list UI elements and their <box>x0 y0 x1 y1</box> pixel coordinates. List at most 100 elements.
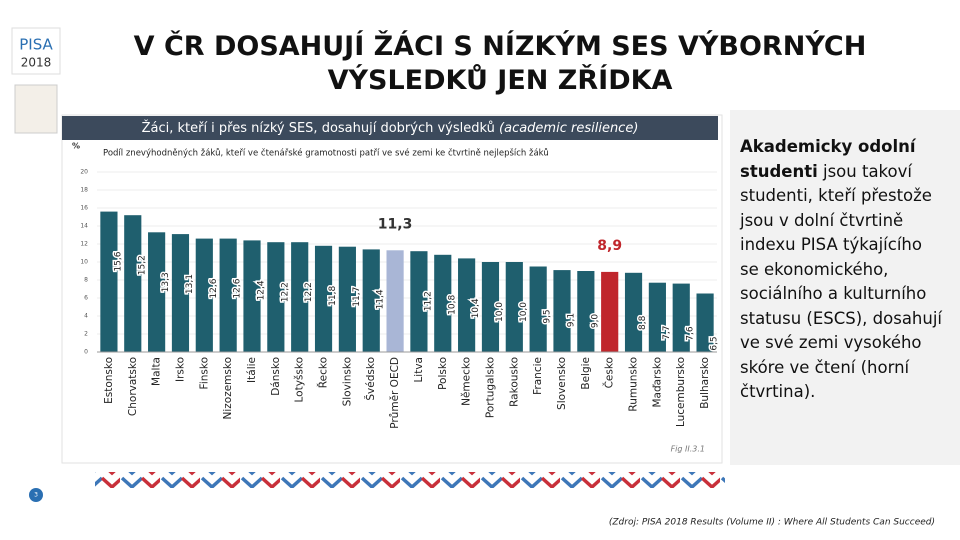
bar <box>505 262 523 352</box>
x-tick-label: Francie <box>532 357 544 395</box>
x-tick-label: Lotyšsko <box>294 357 306 403</box>
x-tick-label: Portugalsko <box>484 357 496 418</box>
value-label: 11,8 <box>328 286 338 306</box>
x-tick-label: Chorvatsko <box>127 357 139 416</box>
side-text-body: jsou takoví studenti, kteří přestože jso… <box>740 161 943 402</box>
value-label: 15,2 <box>137 255 147 275</box>
chart-title: Žáci, kteří i přes nízký SES, dosahují d… <box>142 120 639 136</box>
x-tick-label: Finsko <box>198 357 210 389</box>
bar <box>458 258 476 352</box>
value-label: 7,7 <box>662 326 672 340</box>
value-label: 13,3 <box>161 272 171 292</box>
source: (Zdroj: PISA 2018 Results (Volume II) : … <box>609 518 935 528</box>
bar <box>624 272 643 352</box>
x-tick-label: Řecko <box>317 357 330 388</box>
value-label: 10,4 <box>471 298 481 318</box>
x-tick-label: Litva <box>413 357 425 383</box>
value-label: 10,0 <box>519 302 529 322</box>
value-label: 12,4 <box>257 280 267 300</box>
y-tick-label: 18 <box>80 187 88 194</box>
value-label: 9,1 <box>567 313 577 327</box>
bar <box>672 283 690 352</box>
x-tick-label: Německo <box>461 357 473 406</box>
value-label: 10,8 <box>447 295 457 315</box>
value-label: 6,5 <box>710 336 720 350</box>
value-label: 8,9 <box>597 238 622 254</box>
side-text: Akademicky odolní studenti jsou takoví s… <box>740 135 945 405</box>
bar <box>219 238 237 352</box>
bar <box>481 262 500 352</box>
x-tick-label: Itálie <box>246 357 258 383</box>
x-tick-label: Česko <box>603 357 616 388</box>
logo-year: 2018 <box>21 56 52 70</box>
value-label: 7,6 <box>686 326 696 341</box>
y-tick-label: 14 <box>80 223 88 230</box>
decor <box>95 472 725 488</box>
y-axis-label: % <box>72 142 80 151</box>
x-tick-label: Estonsko <box>103 357 115 404</box>
bar <box>243 240 261 352</box>
bar <box>553 270 571 352</box>
figure-ref: Fig II.3.1 <box>671 445 705 454</box>
y-tick-label: 6 <box>84 295 88 302</box>
slide-title: V ČR DOSAHUJÍ ŽÁCI S NÍZKÝM SES VÝBORNÝC… <box>133 31 867 96</box>
bar <box>338 246 356 352</box>
bar <box>314 245 333 352</box>
x-tick-label: Lucembursko <box>675 357 687 427</box>
value-label: 11,3 <box>378 216 413 232</box>
x-tick-label: Průměr OECD <box>389 357 401 429</box>
value-label: 9,0 <box>590 314 600 329</box>
x-tick-label: Bulharsko <box>699 357 711 409</box>
bar <box>529 266 547 352</box>
x-tick-label: Maďarsko <box>651 357 663 408</box>
page-number: 3 <box>34 492 38 499</box>
chart-subtitle: Podíl znevýhodněných žáků, kteří ve čten… <box>103 148 549 159</box>
y-tick-label: 4 <box>84 313 88 320</box>
x-tick-label: Belgie <box>580 357 592 390</box>
y-tick-label: 0 <box>84 349 88 356</box>
value-label: 13,1 <box>185 274 195 294</box>
x-tick-label: Švédsko <box>364 357 377 401</box>
bar <box>601 271 619 352</box>
bar <box>696 293 714 352</box>
x-tick-label: Nizozemsko <box>222 357 234 420</box>
bar <box>267 242 285 352</box>
value-label: 12,6 <box>209 278 219 298</box>
logo-box <box>11 27 61 75</box>
bar <box>195 238 213 352</box>
bar <box>577 271 595 352</box>
bar <box>434 254 452 352</box>
bar <box>124 215 142 352</box>
value-label: 8,8 <box>638 315 648 330</box>
x-tick-label: Irsko <box>174 357 186 382</box>
chart-title-main: Žáci, kteří i přes nízký SES, dosahují d… <box>142 120 495 136</box>
bar <box>171 234 190 352</box>
y-tick-label: 20 <box>80 169 88 176</box>
y-tick-label: 10 <box>80 259 88 266</box>
side-text-bold: Akademicky odolní studenti <box>740 137 916 181</box>
y-tick-label: 12 <box>80 241 88 248</box>
bar <box>386 250 404 352</box>
value-label: 11,2 <box>423 291 433 311</box>
logo: PISA <box>19 36 53 54</box>
y-tick-label: 16 <box>80 205 88 212</box>
value-label: 10,0 <box>495 302 505 322</box>
y-tick-label: 8 <box>84 277 88 284</box>
value-label: 12,2 <box>304 282 314 302</box>
bar <box>648 282 666 352</box>
y-tick-label: 2 <box>84 331 88 338</box>
x-tick-label: Polsko <box>437 357 449 390</box>
side-panel <box>730 110 960 465</box>
report-cover <box>14 84 58 134</box>
bar <box>148 232 166 352</box>
chart-banner <box>62 116 718 140</box>
bar <box>100 211 118 352</box>
value-label: 12,2 <box>280 282 290 302</box>
value-label: 11,7 <box>352 287 362 307</box>
bar <box>291 242 309 352</box>
value-label: 9,5 <box>543 309 553 323</box>
value-label: 15,6 <box>113 251 123 271</box>
bar <box>362 249 380 352</box>
